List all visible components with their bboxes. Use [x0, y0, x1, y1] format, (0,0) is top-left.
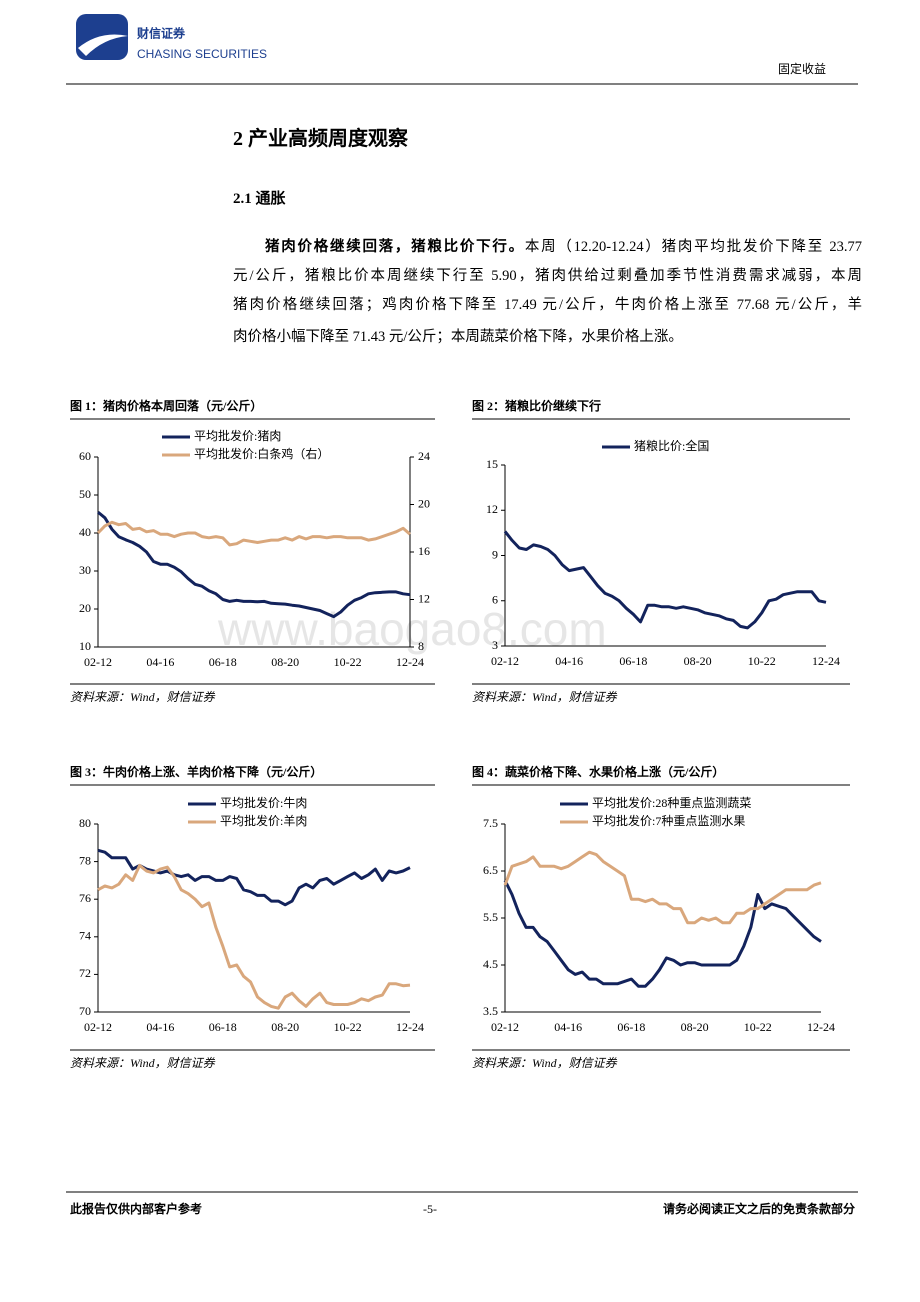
lead: 猪肉价格继续回落，猪粮比价下行。: [265, 239, 525, 255]
series-line: [96, 520, 411, 547]
series-line: [503, 530, 827, 630]
legend-label: 平均批发价:猪肉: [194, 428, 281, 443]
page-number: -5-: [423, 1202, 437, 1216]
x-tick-label: 02-12: [491, 1020, 519, 1034]
y-tick-label: 12: [486, 502, 498, 516]
x-tick-label: 02-12: [84, 1020, 112, 1034]
y2-tick-label: 12: [418, 591, 430, 605]
y-tick-label: 20: [79, 601, 91, 615]
y-tick-label: 70: [79, 1004, 91, 1018]
legend-label: 平均批发价:羊肉: [220, 813, 307, 828]
y-tick-label: 9: [492, 547, 498, 561]
chart-title: 图 4：蔬菜价格下降、水果价格上涨（元/公斤）: [472, 764, 724, 779]
brand-en: CHASING SECURITIES: [137, 47, 267, 61]
footer: 此报告仅供内部客户参考 -5- 请务必阅读正文之后的免责条款部分: [66, 1191, 858, 1216]
y-tick-label: 76: [79, 891, 91, 905]
x-tick-label: 10-22: [748, 654, 776, 668]
y-tick-label: 30: [79, 563, 91, 577]
y-tick-label: 40: [79, 525, 91, 539]
series-line: [97, 863, 411, 1010]
x-tick-label: 04-16: [555, 654, 583, 668]
x-tick-label: 10-22: [744, 1020, 772, 1034]
paragraph-line: 元/公斤，猪粮比价本周继续下行至 5.90，猪肉供给过剩叠加季节性消费需求减弱，…: [233, 268, 862, 284]
y2-tick-label: 20: [418, 496, 430, 510]
chart-title: 图 2：猪粮比价继续下行: [472, 398, 601, 413]
y-tick-label: 6: [492, 593, 498, 607]
section-subtitle: 2.1 通胀: [233, 191, 286, 207]
legend-label: 平均批发价:7种重点监测水果: [592, 813, 745, 828]
y2-tick-label: 24: [418, 449, 430, 463]
chart-source: 资料来源：Wind，财信证券: [472, 1056, 618, 1070]
y-tick-label: 74: [79, 929, 91, 943]
x-tick-label: 08-20: [681, 1020, 709, 1034]
chart-source: 资料来源：Wind，财信证券: [472, 690, 618, 704]
x-tick-label: 12-24: [396, 1020, 424, 1034]
series-line: [503, 850, 822, 925]
y-tick-label: 3: [492, 638, 498, 652]
category: 固定收益: [778, 61, 826, 76]
x-tick-label: 06-18: [209, 1020, 237, 1034]
y2-tick-label: 16: [418, 544, 430, 558]
y-tick-label: 72: [79, 966, 91, 980]
chart-title: 图 1：猪肉价格本周回落（元/公斤）: [70, 398, 262, 413]
y-tick-label: 78: [79, 853, 91, 867]
x-tick-label: 10-22: [334, 1020, 362, 1034]
x-tick-label: 06-18: [617, 1020, 645, 1034]
footer-right: 请务必阅读正文之后的免责条款部分: [663, 1201, 855, 1216]
y-tick-label: 3.5: [483, 1004, 498, 1018]
brand: 财信证券: [136, 26, 186, 41]
y-tick-label: 10: [79, 639, 91, 653]
x-tick-label: 02-12: [491, 654, 519, 668]
chart-source: 资料来源：Wind，财信证券: [70, 690, 216, 704]
legend-label: 平均批发价:白条鸡（右）: [194, 446, 329, 461]
x-tick-label: 12-24: [807, 1020, 835, 1034]
x-tick-label: 08-20: [271, 1020, 299, 1034]
x-tick-label: 06-18: [619, 654, 647, 668]
chart: 图 4：蔬菜价格下降、水果价格上涨（元/公斤） 资料来源：Wind，财信证券 3.5…: [472, 764, 850, 1070]
paragraph-line: 肉价格小幅下降至 71.43 元/公斤；本周蔬菜价格下降，水果价格上涨。: [233, 329, 683, 345]
paragraph-line: 猪肉价格继续回落；鸡肉价格下降至 17.49 元/公斤，牛肉价格上涨至 77.6…: [233, 297, 862, 313]
series-line: [503, 879, 822, 988]
paragraph-line: 猪肉价格继续回落，猪粮比价下行。本周（12.20-12.24）猪肉平均批发价下降…: [265, 238, 862, 256]
logo-swoosh: [78, 34, 128, 56]
x-tick-label: 06-18: [209, 655, 237, 669]
section-title: 2 产业高频周度观察: [233, 128, 408, 150]
series-line: [97, 848, 411, 907]
y-tick-label: 50: [79, 487, 91, 501]
text: 本周（12.20-12.24）猪肉平均批发价下降至 23.77: [524, 239, 863, 255]
x-tick-label: 04-16: [554, 1020, 582, 1034]
x-tick-label: 08-20: [684, 654, 712, 668]
x-tick-label: 02-12: [84, 655, 112, 669]
chart: 图 1：猪肉价格本周回落（元/公斤） 资料来源：Wind，财信证券 10 20 30 40…: [70, 398, 435, 704]
x-tick-label: 04-16: [146, 655, 174, 669]
footer-left: 此报告仅供内部客户参考: [70, 1201, 202, 1216]
x-tick-label: 12-24: [396, 655, 424, 669]
y-tick-label: 6.5: [483, 863, 498, 877]
y-tick-label: 15: [486, 457, 498, 471]
header: 财信证券 CHASING SECURITIES 固定收益: [66, 14, 858, 85]
legend-label: 猪粮比价:全国: [634, 438, 709, 453]
y-tick-label: 80: [79, 816, 91, 830]
legend-label: 平均批发价:牛肉: [220, 795, 307, 810]
series-line: [97, 510, 411, 619]
chart: 图 3：牛肉价格上涨、羊肉价格下降（元/公斤） 资料来源：Wind，财信证券 70 7…: [70, 764, 435, 1070]
x-tick-label: 10-22: [334, 655, 362, 669]
y-tick-label: 5.5: [483, 910, 498, 924]
chart-source: 资料来源：Wind，财信证券: [70, 1056, 216, 1070]
y2-tick-label: 8: [418, 639, 424, 653]
y-tick-label: 60: [79, 449, 91, 463]
chart-title: 图 3：牛肉价格上涨、羊肉价格下降（元/公斤）: [70, 764, 322, 779]
y-tick-label: 7.5: [483, 816, 498, 830]
x-tick-label: 08-20: [271, 655, 299, 669]
legend-label: 平均批发价:28种重点监测蔬菜: [592, 795, 751, 810]
x-tick-label: 12-24: [812, 654, 840, 668]
y-tick-label: 4.5: [483, 957, 498, 971]
x-tick-label: 04-16: [146, 1020, 174, 1034]
